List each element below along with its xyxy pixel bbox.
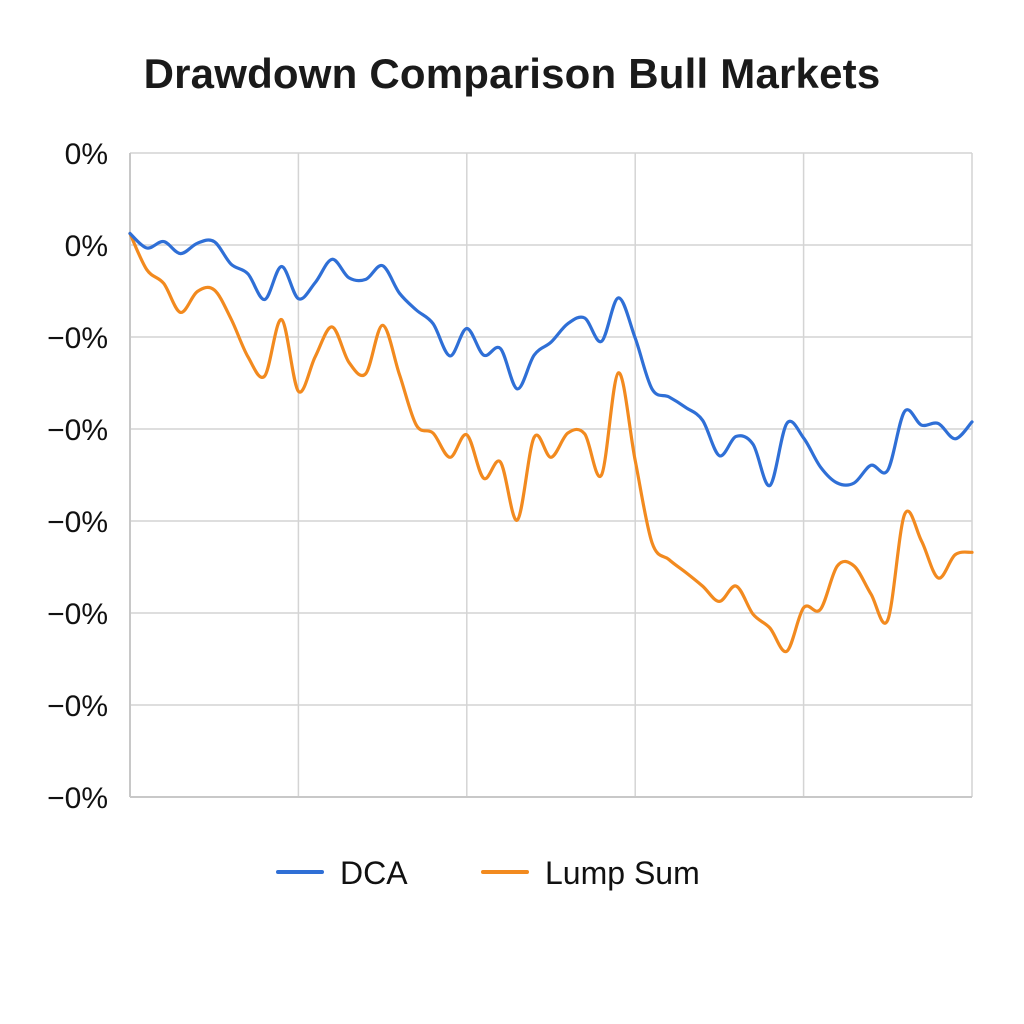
y-tick-label: −0% (47, 598, 108, 631)
legend-label-dca: DCA (340, 855, 408, 891)
y-tick-label: 0% (65, 230, 108, 263)
legend-label-lump-sum: Lump Sum (545, 855, 700, 891)
grid (130, 152, 973, 798)
series-lines (128, 231, 974, 654)
y-tick-label: −0% (47, 322, 108, 355)
y-axis-tick-labels: 0% 0% −0% −0% −0% −0% −0% −0% (47, 138, 108, 815)
y-tick-label: −0% (47, 414, 108, 447)
legend: DCA Lump Sum (276, 855, 700, 891)
y-tick-label: 0% (65, 138, 108, 171)
series-line-lump-sum (128, 231, 974, 654)
y-tick-label: −0% (47, 782, 108, 815)
axes (129, 153, 972, 798)
series-line-dca (128, 231, 974, 488)
chart-title: Drawdown Comparison Bull Markets (143, 50, 881, 97)
y-tick-label: −0% (47, 690, 108, 723)
y-tick-label: −0% (47, 506, 108, 539)
